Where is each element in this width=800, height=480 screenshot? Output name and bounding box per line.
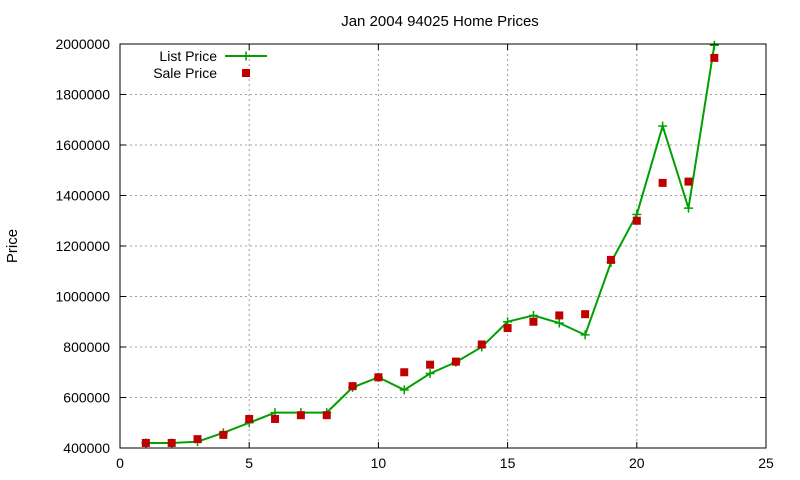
x-tick-label: 10 [371,455,387,471]
sale-price-point [374,373,383,382]
sale-price-point [658,178,667,187]
y-tick-label: 1200000 [55,238,110,254]
list-price-line [145,45,716,444]
x-tick-label: 0 [116,455,124,471]
list-price-point [399,385,409,395]
x-tick-label: 5 [245,455,253,471]
sale-price-point [322,411,331,420]
legend-square-swatch [242,69,250,77]
sale-price-point [503,324,512,333]
legend-item: List Price [159,48,267,64]
y-tick-label: 1000000 [55,289,110,305]
legend-label: List Price [159,48,217,64]
y-tick-label: 1800000 [55,87,110,103]
x-tick-label: 25 [758,455,774,471]
sale-price-point [193,435,202,444]
chart-title: Jan 2004 94025 Home Prices [341,13,539,30]
sale-price-point [581,310,590,319]
sale-price-point [606,255,615,264]
sale-price-point [684,177,693,186]
sale-price-point [348,382,357,391]
list-price-point [425,369,435,379]
legend-plus-swatch [241,51,251,61]
sale-price-point [632,216,641,225]
list-price-point [554,318,564,328]
y-tick-label: 1600000 [55,137,110,153]
list-price-point [580,330,590,340]
legend-item: Sale Price [153,65,250,81]
axis-ticks: 0 5 10 15 20 25 400000 600000 800000 1000000 12000… [55,36,774,471]
series-list-price [141,40,719,448]
list-price-point [683,203,693,213]
sale-price-point [245,414,254,423]
sale-price-point [296,411,305,420]
x-tick-label: 15 [500,455,516,471]
legend-label: Sale Price [153,65,217,81]
y-tick-label: 600000 [63,390,110,406]
sale-price-point [167,438,176,447]
y-tick-label: 1400000 [55,188,110,204]
sale-price-point [426,360,435,369]
list-price-point [709,40,719,50]
plot-series [141,40,719,448]
sale-price-point [451,357,460,366]
sale-price-point [400,368,409,377]
y-axis-label: Price [4,229,21,263]
sale-price-point [555,311,564,320]
sale-price-point [710,53,719,62]
grid [120,44,766,448]
sale-price-point [529,317,538,326]
sale-price-point [219,430,228,439]
sale-price-point [477,340,486,349]
list-price-point [658,121,668,131]
x-tick-label: 20 [629,455,645,471]
y-tick-label: 400000 [63,440,110,456]
y-tick-label: 800000 [63,339,110,355]
y-tick-label: 2000000 [55,36,110,52]
series-sale-price [141,53,719,447]
sale-price-point [141,438,150,447]
sale-price-point [271,414,280,423]
plot-frame [119,43,767,449]
